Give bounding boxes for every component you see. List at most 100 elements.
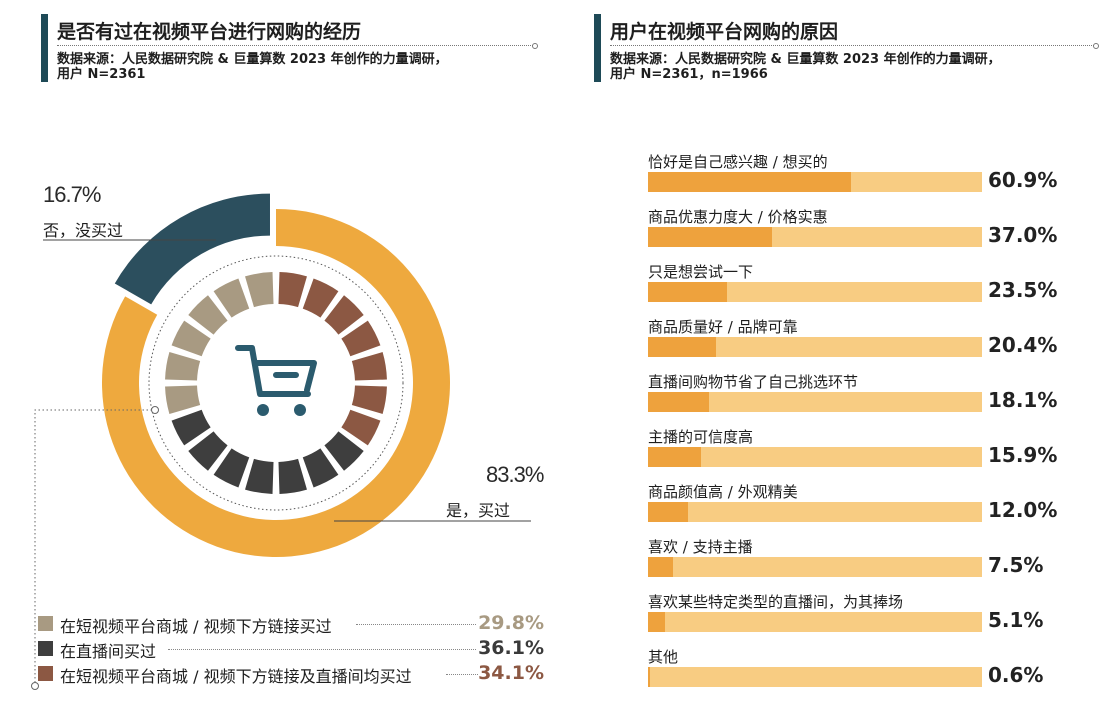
breakdown-segment-both xyxy=(341,320,381,357)
legend-item-short-video-mall: 在短视频平台商城 / 视频下方链接买过 29.8% xyxy=(38,612,544,636)
shopping-cart-icon xyxy=(235,345,317,416)
breakdown-segment-short-video-mall xyxy=(188,295,228,335)
bar-fill xyxy=(648,612,665,632)
left-header-rule xyxy=(57,43,538,49)
bar-track xyxy=(648,612,982,632)
breakdown-segment-both xyxy=(351,352,387,381)
bar-value-label: 18.1% xyxy=(988,388,1058,412)
bar-label: 主播的可信度高 xyxy=(648,428,754,446)
right-panel-title: 用户在视频平台网购的原因 xyxy=(610,21,839,43)
bar-track xyxy=(648,502,982,522)
bar-row: 商品颜值高 / 外观精美 12.0% xyxy=(648,481,1060,529)
breakdown-segment-short-video-mall xyxy=(213,278,250,318)
bar-row: 直播间购物节省了自己挑选环节 18.1% xyxy=(648,371,1060,419)
bar-track xyxy=(648,667,982,687)
legend-bracket-dot xyxy=(151,406,159,414)
legend-swatch-short-video-mall xyxy=(38,616,53,631)
left-source-line1: 数据来源：人民数据研究院 & 巨量算数 2023 年创作的力量调研， xyxy=(57,52,448,67)
bar-row: 恰好是自己感兴趣 / 想买的 60.9% xyxy=(648,151,1060,199)
breakdown-segment-both xyxy=(278,272,307,308)
yes-slice-label: 是，买过 xyxy=(446,501,511,520)
bar-track xyxy=(648,282,982,302)
bar-value-label: 15.9% xyxy=(988,443,1058,467)
bar-fill xyxy=(648,502,689,522)
cart-wheel xyxy=(294,404,306,416)
bar-row: 其他 0.6% xyxy=(648,646,1060,694)
bar-label: 其他 xyxy=(648,648,679,666)
right-source-line1: 数据来源：人民数据研究院 & 巨量算数 2023 年创作的力量调研， xyxy=(610,52,1001,67)
legend-bracket-end xyxy=(31,682,39,690)
bar-label: 恰好是自己感兴趣 / 想买的 xyxy=(648,153,828,171)
left-panel-source: 数据来源：人民数据研究院 & 巨量算数 2023 年创作的力量调研， 用户 N=… xyxy=(57,52,448,82)
legend-bracket-line xyxy=(34,409,152,682)
bar-track xyxy=(648,337,982,357)
bar-track xyxy=(648,392,982,412)
legend-value-both: 34.1% xyxy=(478,662,544,684)
bar-value-label: 0.6% xyxy=(988,663,1044,687)
breakdown-segment-both xyxy=(351,385,387,414)
cart-body xyxy=(235,345,317,397)
bar-fill xyxy=(648,337,717,357)
bar-value-label: 37.0% xyxy=(988,223,1058,247)
legend-item-live-room: 在直播间买过 36.1% xyxy=(38,637,544,661)
breakdown-segment-short-video-mall xyxy=(165,352,201,381)
legend-leader-dots xyxy=(446,674,478,675)
legend-label-both: 在短视频平台商城 / 视频下方链接及直播间均买过 xyxy=(60,667,412,686)
breakdown-segment-live-room xyxy=(171,409,211,446)
breakdown-segment-live-room xyxy=(324,431,364,471)
bar-fill xyxy=(648,447,702,467)
bar-value-label: 7.5% xyxy=(988,553,1044,577)
bar-row: 商品质量好 / 品牌可靠 20.4% xyxy=(648,316,1060,364)
breakdown-segment-live-room xyxy=(188,431,228,471)
left-panel-title: 是否有过在视频平台进行网购的经历 xyxy=(57,21,362,43)
breakdown-segment-live-room xyxy=(245,458,274,494)
bar-value-label: 20.4% xyxy=(988,333,1058,357)
bar-row: 商品优惠力度大 / 价格实惠 37.0% xyxy=(648,206,1060,254)
bar-value-label: 23.5% xyxy=(988,278,1058,302)
bar-label: 直播间购物节省了自己挑选环节 xyxy=(648,373,859,391)
legend-value-live-room: 36.1% xyxy=(478,637,544,659)
bar-row: 喜欢 / 支持主播 7.5% xyxy=(648,536,1060,584)
bar-label: 喜欢某些特定类型的直播间，为其捧场 xyxy=(648,593,904,611)
bar-fill xyxy=(648,227,772,247)
right-header-accent-bar xyxy=(594,14,601,82)
right-panel-source: 数据来源：人民数据研究院 & 巨量算数 2023 年创作的力量调研， 用户 N=… xyxy=(610,52,1001,82)
bar-track xyxy=(648,447,982,467)
breakdown-segment-both xyxy=(341,409,381,446)
breakdown-segment-live-room xyxy=(213,448,250,488)
bar-label: 只是想尝试一下 xyxy=(648,263,754,281)
yes-slice-percent: 83.3% xyxy=(486,462,544,487)
breakdown-segment-both xyxy=(324,295,364,335)
purchase-donut-chart xyxy=(31,193,531,690)
legend-label-short-video-mall: 在短视频平台商城 / 视频下方链接买过 xyxy=(60,617,332,636)
bar-fill xyxy=(648,667,650,687)
left-panel-header: 是否有过在视频平台进行网购的经历 数据来源：人民数据研究院 & 巨量算数 202… xyxy=(41,14,541,86)
bar-label: 喜欢 / 支持主播 xyxy=(648,538,753,556)
breakdown-segment-short-video-mall xyxy=(171,320,211,357)
bar-label: 商品优惠力度大 / 价格实惠 xyxy=(648,208,828,226)
legend-label-live-room: 在直播间买过 xyxy=(60,642,157,661)
legend-leader-dots xyxy=(168,649,476,650)
legend-item-both: 在短视频平台商城 / 视频下方链接及直播间均买过 34.1% xyxy=(38,662,544,686)
bar-value-label: 60.9% xyxy=(988,168,1058,192)
bar-track xyxy=(648,172,982,192)
bar-label: 商品颜值高 / 外观精美 xyxy=(648,483,798,501)
bar-row: 主播的可信度高 15.9% xyxy=(648,426,1060,474)
left-header-accent-bar xyxy=(41,14,48,82)
right-source-line2: 用户 N=2361，n=1966 xyxy=(610,67,768,82)
breakdown-segment-short-video-mall xyxy=(165,385,201,414)
breakdown-segment-short-video-mall xyxy=(245,272,274,308)
cart-wheel xyxy=(257,404,269,416)
legend-leader-dots xyxy=(356,624,476,625)
bar-row: 只是想尝试一下 23.5% xyxy=(648,261,1060,309)
bar-track xyxy=(648,227,982,247)
bar-track xyxy=(648,557,982,577)
separator-ring xyxy=(148,255,404,511)
breakdown-segment-live-room xyxy=(278,458,307,494)
legend-swatch-live-room xyxy=(38,641,53,656)
bar-fill xyxy=(648,392,709,412)
legend-value-short-video-mall: 29.8% xyxy=(478,612,544,634)
legend-swatch-both xyxy=(38,666,53,681)
breakdown-segment-both xyxy=(302,278,339,318)
donut-slice-no xyxy=(114,193,270,305)
